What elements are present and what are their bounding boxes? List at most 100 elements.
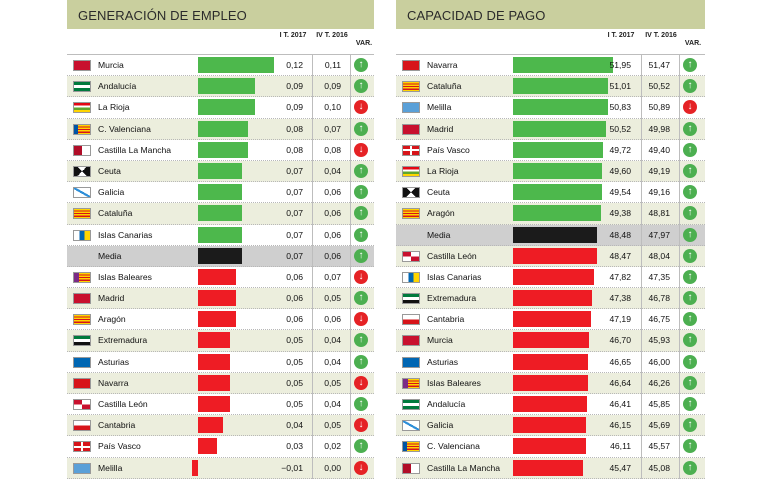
value-bar — [513, 205, 601, 222]
arrow-up-icon: ↑ — [683, 375, 697, 390]
table-row: Ceuta 0,07 0,04 ↑ — [67, 160, 374, 183]
arrow-up-icon: ↑ — [683, 333, 697, 348]
value-2017: 49,38 — [609, 208, 631, 219]
table-row: Aragón 49,38 48,81 ↑ — [396, 203, 705, 225]
region-name: Andalucía — [427, 399, 466, 409]
region-name: Castilla León — [427, 250, 477, 261]
arrow-up-icon: ↑ — [683, 418, 697, 433]
value-bar — [513, 417, 587, 434]
flag-icon — [73, 293, 91, 305]
arrow-up-icon: ↑ — [354, 185, 368, 200]
value-2016: 0,06 — [324, 250, 341, 261]
value-bar — [198, 247, 243, 264]
value-2017: 50,83 — [609, 102, 631, 113]
value-2016: 49,98 — [648, 123, 670, 134]
value-2016: 49,19 — [648, 165, 670, 176]
arrow-up-icon: ↑ — [683, 163, 697, 178]
value-bar — [513, 57, 613, 73]
region-name: Castilla La Mancha — [427, 462, 501, 473]
value-2017: 0,06 — [286, 271, 303, 282]
table-row: Cantabria 47,19 46,75 ↑ — [396, 309, 705, 331]
value-2017: 46,11 — [610, 441, 631, 452]
value-2016: 0,05 — [324, 377, 341, 388]
value-2017: −0,01 — [281, 462, 303, 473]
flag-icon — [73, 314, 91, 326]
table-row: Melilla 50,83 50,89 ↓ — [396, 97, 705, 119]
value-2016: 0,06 — [324, 229, 341, 240]
flag-icon — [73, 399, 91, 410]
value-2017: 0,08 — [286, 123, 303, 134]
value-2017: 50,52 — [609, 123, 631, 134]
arrow-up-icon: ↑ — [354, 79, 368, 94]
table-row: Cataluña 0,07 0,06 ↑ — [67, 203, 374, 225]
value-bar — [198, 99, 255, 116]
value-2016: 0,05 — [324, 420, 341, 431]
flag-icon — [73, 208, 91, 220]
flag-icon — [402, 102, 420, 114]
column-divider — [312, 55, 313, 479]
flag-icon — [402, 399, 420, 410]
arrow-up-icon: ↑ — [683, 312, 697, 327]
arrow-up-icon: ↑ — [683, 460, 697, 475]
employment-title: GENERACIÓN DE EMPLEO — [67, 0, 374, 29]
value-2016: 51,47 — [648, 60, 670, 70]
arrow-up-icon: ↑ — [683, 142, 697, 157]
arrow-up-icon: ↑ — [683, 248, 697, 263]
table-row: C. Valenciana 0,08 0,07 ↑ — [67, 118, 374, 140]
region-name: C. Valenciana — [98, 123, 151, 134]
flag-icon — [402, 335, 420, 347]
arrow-down-icon: ↓ — [683, 100, 697, 115]
region-name: Aragón — [427, 208, 455, 219]
flag-icon — [402, 356, 420, 368]
arrow-up-icon: ↑ — [354, 333, 368, 348]
region-name: País Vasco — [98, 441, 141, 452]
arrow-up-icon: ↑ — [683, 291, 697, 306]
value-2017: 0,07 — [286, 229, 303, 240]
arrow-down-icon: ↓ — [354, 375, 368, 390]
col-2017-header: I T. 2017 — [607, 32, 635, 39]
value-2016: 0,06 — [324, 208, 341, 219]
flag-icon — [402, 60, 420, 71]
value-2016: 49,40 — [648, 144, 670, 155]
value-2016: 0,10 — [324, 102, 341, 113]
flag-icon — [73, 356, 91, 368]
value-2016: 46,26 — [648, 377, 670, 388]
flag-icon — [73, 420, 91, 432]
flag-icon — [402, 462, 420, 474]
table-row: C. Valenciana 46,11 45,57 ↑ — [396, 436, 705, 458]
value-2016: 0,04 — [324, 335, 341, 346]
table-row: Galicia 0,07 0,06 ↑ — [67, 182, 374, 204]
value-2017: 0,04 — [286, 420, 303, 431]
flag-icon — [73, 102, 91, 114]
arrow-up-icon: ↑ — [354, 291, 368, 306]
col-2017-header: I T. 2017 — [279, 32, 307, 39]
table-row: Andalucía 0,09 0,09 ↑ — [67, 76, 374, 98]
region-name: Navarra — [427, 60, 458, 70]
arrow-up-icon: ↑ — [354, 163, 368, 178]
flag-icon — [402, 293, 420, 305]
region-name: Islas Canarias — [427, 271, 482, 282]
value-2016: 0,06 — [324, 187, 341, 198]
value-bar — [513, 120, 607, 137]
arrow-up-icon: ↑ — [354, 121, 368, 136]
payment-capacity-table: Navarra 51,95 51,47 ↑ Cataluña 51,01 50,52 ↑ Mel… — [396, 54, 705, 479]
arrow-up-icon: ↑ — [354, 58, 368, 72]
value-2017: 45,47 — [609, 462, 631, 473]
arrow-down-icon: ↓ — [354, 100, 368, 115]
region-name: Murcia — [427, 335, 453, 346]
region-name: Islas Canarias — [98, 229, 153, 240]
region-name: Cantabria — [427, 314, 465, 325]
flag-icon — [73, 60, 91, 71]
value-bar — [513, 396, 588, 412]
value-2017: 47,38 — [609, 293, 631, 304]
value-2016: 0,08 — [324, 144, 341, 155]
flag-icon — [402, 441, 420, 453]
region-name: Melilla — [427, 102, 452, 113]
flag-icon — [73, 229, 91, 241]
value-bar — [198, 332, 230, 349]
value-2017: 49,72 — [609, 144, 631, 155]
value-bar — [513, 268, 594, 285]
table-row: Navarra 51,95 51,47 ↑ — [396, 55, 705, 77]
arrow-down-icon: ↓ — [354, 418, 368, 433]
region-name: Galicia — [427, 420, 454, 431]
